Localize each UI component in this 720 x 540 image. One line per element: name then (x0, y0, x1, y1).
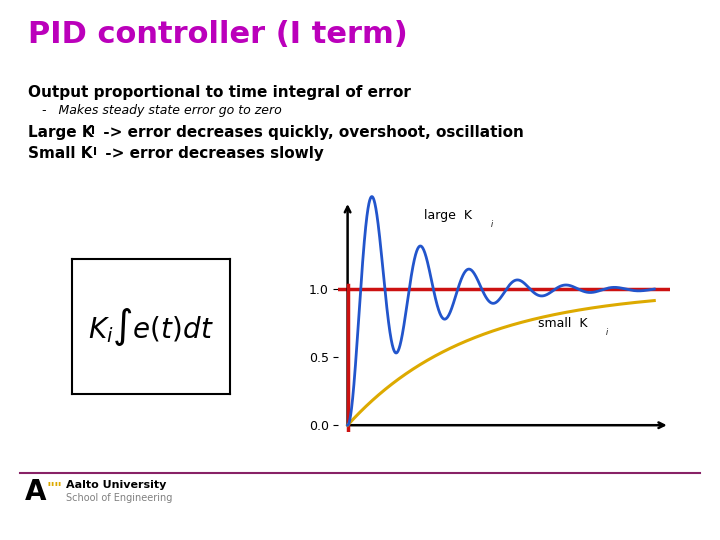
Text: Output proportional to time integral of error: Output proportional to time integral of … (28, 85, 411, 100)
Text: Small K: Small K (28, 146, 92, 161)
Text: A: A (25, 478, 47, 506)
Text: -> error decreases slowly: -> error decreases slowly (100, 146, 324, 161)
Text: I: I (91, 126, 95, 136)
Text: I: I (93, 147, 97, 157)
Text: $_i$: $_i$ (490, 218, 495, 231)
Text: Aalto University: Aalto University (66, 480, 166, 490)
Text: large  K: large K (424, 209, 472, 222)
Text: $K_i \int e(t)dt$: $K_i \int e(t)dt$ (89, 306, 214, 348)
Text: $_i$: $_i$ (606, 327, 609, 340)
Text: -> error decreases quickly, overshoot, oscillation: -> error decreases quickly, overshoot, o… (98, 125, 524, 140)
Text: small  K: small K (538, 318, 588, 330)
Text: PID controller (I term): PID controller (I term) (28, 20, 408, 49)
Text: "": "" (46, 482, 62, 497)
Text: Large K: Large K (28, 125, 94, 140)
Text: -   Makes steady state error go to zero: - Makes steady state error go to zero (42, 104, 282, 117)
Text: School of Engineering: School of Engineering (66, 493, 172, 503)
